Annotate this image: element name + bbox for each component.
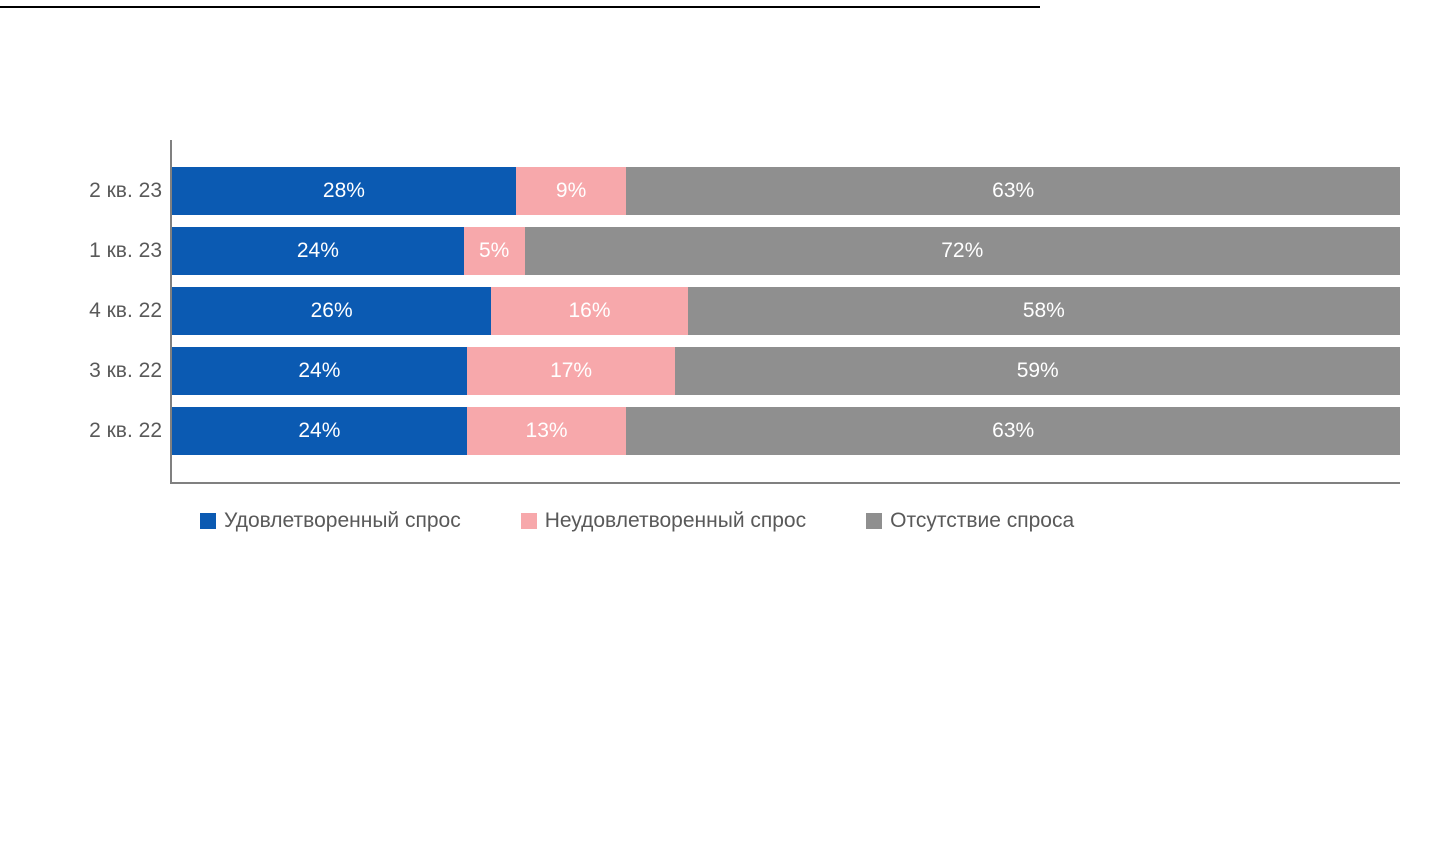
category-label: 2 кв. 23 [72, 179, 162, 203]
segment-value-label: 63% [992, 179, 1034, 203]
bar-segment: 63% [626, 167, 1400, 215]
bar-segment: 24% [172, 347, 467, 395]
segment-value-label: 58% [1023, 299, 1065, 323]
category-label: 4 кв. 22 [72, 299, 162, 323]
bar-segment: 9% [516, 167, 627, 215]
bar-segment: 28% [172, 167, 516, 215]
segment-value-label: 9% [556, 179, 586, 203]
bar-stack: 26% 16% 58% [172, 287, 1400, 335]
legend-item: Неудовлетворенный спрос [521, 509, 806, 533]
legend-item: Отсутствие спроса [866, 509, 1074, 533]
bar-stack: 24% 17% 59% [172, 347, 1400, 395]
bar-segment: 5% [464, 227, 525, 275]
bar-row: 1 кв. 2324%5%72% [172, 227, 1400, 275]
stacked-bar-chart: 2 кв. 2328%9%63%1 кв. 2324%5%72%4 кв. 22… [170, 140, 1400, 533]
legend-label: Неудовлетворенный спрос [545, 509, 806, 533]
legend-swatch [521, 513, 537, 529]
segment-value-label: 72% [941, 239, 983, 263]
segment-value-label: 24% [298, 359, 340, 383]
bar-row: 2 кв. 2224%13%63% [172, 407, 1400, 455]
segment-value-label: 59% [1017, 359, 1059, 383]
bar-segment: 13% [467, 407, 627, 455]
segment-value-label: 13% [526, 419, 568, 443]
bar-stack: 24% 5% 72% [172, 227, 1400, 275]
bar-segment: 58% [688, 287, 1400, 335]
segment-value-label: 28% [323, 179, 365, 203]
legend-label: Отсутствие спроса [890, 509, 1074, 533]
bar-row: 2 кв. 2328%9%63% [172, 167, 1400, 215]
bar-stack: 24% 13% 63% [172, 407, 1400, 455]
chart-plot-area: 2 кв. 2328%9%63%1 кв. 2324%5%72%4 кв. 22… [170, 140, 1400, 484]
segment-value-label: 26% [311, 299, 353, 323]
legend-item: Удовлетворенный спрос [200, 509, 461, 533]
segment-value-label: 24% [298, 419, 340, 443]
legend-label: Удовлетворенный спрос [224, 509, 461, 533]
top-border-line [0, 6, 1040, 8]
segment-value-label: 24% [297, 239, 339, 263]
chart-legend: Удовлетворенный спрос Неудовлетворенный с… [200, 509, 1400, 533]
category-label: 1 кв. 23 [72, 239, 162, 263]
category-label: 3 кв. 22 [72, 359, 162, 383]
bar-segment: 59% [675, 347, 1400, 395]
bar-segment: 16% [491, 287, 687, 335]
legend-swatch [200, 513, 216, 529]
legend-swatch [866, 513, 882, 529]
bar-segment: 72% [525, 227, 1400, 275]
bar-row: 3 кв. 2224%17%59% [172, 347, 1400, 395]
bar-segment: 17% [467, 347, 676, 395]
segment-value-label: 17% [550, 359, 592, 383]
bar-stack: 28% 9% 63% [172, 167, 1400, 215]
segment-value-label: 5% [479, 239, 509, 263]
segment-value-label: 63% [992, 419, 1034, 443]
bar-segment: 24% [172, 227, 464, 275]
bar-row: 4 кв. 2226%16%58% [172, 287, 1400, 335]
bar-segment: 26% [172, 287, 491, 335]
segment-value-label: 16% [568, 299, 610, 323]
category-label: 2 кв. 22 [72, 419, 162, 443]
bar-segment: 63% [626, 407, 1400, 455]
bar-segment: 24% [172, 407, 467, 455]
